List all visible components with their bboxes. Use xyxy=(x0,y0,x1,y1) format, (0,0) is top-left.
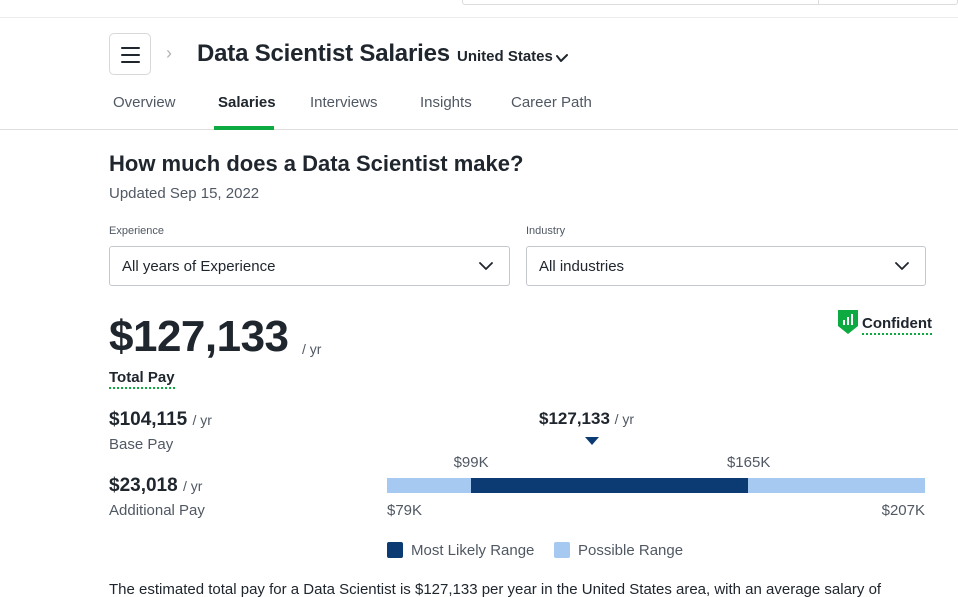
chevron-down-icon[interactable] xyxy=(556,53,568,63)
hamburger-icon-line xyxy=(121,61,140,63)
confidence-shield-icon xyxy=(838,310,858,334)
updated-date: Updated Sep 15, 2022 xyxy=(109,185,260,202)
tab-overview[interactable]: Overview xyxy=(113,94,176,111)
location-selector[interactable]: United States xyxy=(457,48,553,65)
legend-likely-swatch xyxy=(387,542,403,558)
possible-range-bar xyxy=(387,478,925,493)
experience-label: Experience xyxy=(109,225,165,237)
tab-interviews[interactable]: Interviews xyxy=(310,94,378,111)
legend-possible-swatch xyxy=(554,542,570,558)
range-max-label: $207K xyxy=(881,502,925,519)
experience-select[interactable]: All years of Experience xyxy=(109,246,510,286)
base-pay-unit: / yr xyxy=(192,412,212,428)
median-pay-amount: $127,133 xyxy=(539,409,610,428)
median-pay-unit: / yr xyxy=(614,411,635,427)
additional-pay-amount: $23,018 xyxy=(109,475,178,496)
median-marker-icon xyxy=(585,437,599,445)
total-pay-unit: / yr xyxy=(302,341,322,357)
chevron-down-icon xyxy=(479,262,493,270)
menu-button[interactable] xyxy=(109,33,151,75)
tab-salaries[interactable]: Salaries xyxy=(218,94,276,111)
total-pay-label[interactable]: Total Pay xyxy=(109,369,175,389)
median-pay-label: $127,133 / yr xyxy=(539,409,634,429)
summary-text: The estimated total pay for a Data Scien… xyxy=(109,581,882,597)
salary-heading: How much does a Data Scientist make? xyxy=(109,151,524,176)
likely-high-label: $165K xyxy=(726,454,771,471)
breadcrumb-chevron-icon: › xyxy=(166,43,172,63)
active-tab-indicator xyxy=(214,126,274,130)
industry-value: All industries xyxy=(539,258,625,275)
hamburger-icon-line xyxy=(121,54,140,56)
additional-pay-unit: / yr xyxy=(182,478,203,494)
top-search-strip xyxy=(462,0,958,5)
page-title: Data Scientist Salaries xyxy=(197,40,450,67)
legend-likely-text: Most Likely Range xyxy=(411,542,535,559)
total-pay-value: $127,133 xyxy=(109,312,289,361)
base-pay-value: $104,115 / yr xyxy=(109,409,212,431)
additional-pay-value: $23,018 / yr xyxy=(109,475,202,497)
additional-pay-label: Additional Pay xyxy=(109,502,205,519)
tab-insights[interactable]: Insights xyxy=(420,94,472,111)
tab-bar: Overview Salaries Interviews Insights Ca… xyxy=(0,90,958,130)
likely-range-bar xyxy=(471,478,749,493)
top-divider xyxy=(0,17,958,18)
chevron-down-icon xyxy=(895,262,909,270)
industry-select[interactable]: All industries xyxy=(526,246,926,286)
base-pay-amount: $104,115 xyxy=(109,409,188,430)
top-search-divider xyxy=(818,0,819,5)
hamburger-icon xyxy=(121,47,140,49)
tab-career-path[interactable]: Career Path xyxy=(511,94,592,111)
range-min-label: $79K xyxy=(387,502,423,519)
confidence-label[interactable]: Confident xyxy=(862,315,932,335)
experience-value: All years of Experience xyxy=(122,258,276,275)
base-pay-label: Base Pay xyxy=(109,436,174,453)
industry-label: Industry xyxy=(526,225,566,237)
legend-possible-text: Possible Range xyxy=(578,542,684,559)
likely-low-label: $99K xyxy=(453,454,489,471)
